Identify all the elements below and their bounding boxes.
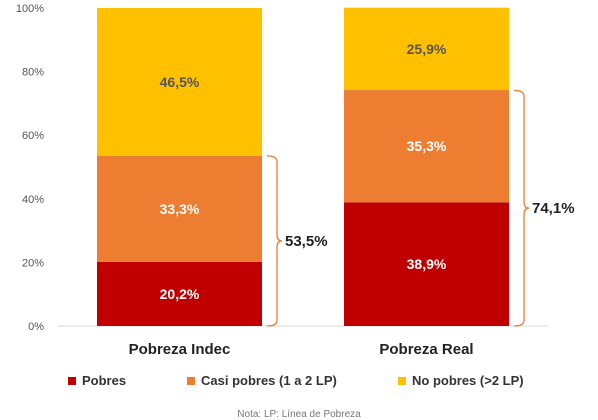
y-tick-label: 20% xyxy=(22,257,44,269)
category-labels: Pobreza Indec Pobreza Real xyxy=(129,341,474,358)
data-label: 33,3% xyxy=(160,201,200,217)
category-label: Pobreza Real xyxy=(379,341,473,358)
legend-swatch xyxy=(187,376,195,385)
bar-segment xyxy=(344,202,509,326)
legend-swatch xyxy=(398,376,406,385)
data-label: 35,3% xyxy=(407,138,447,154)
data-labels: 20,2% 33,3% 46,5% 38,9% 35,3% 25,9% xyxy=(160,41,447,302)
bar-segment xyxy=(97,261,262,326)
total-label: 53,5% xyxy=(285,233,328,250)
bar-segment xyxy=(344,7,509,91)
data-label: 25,9% xyxy=(407,41,447,57)
legend: Pobres Casi pobres (1 a 2 LP) No pobres … xyxy=(0,373,598,393)
total-label: 74,1% xyxy=(532,200,575,217)
category-label: Pobreza Indec xyxy=(129,341,231,358)
total-brace xyxy=(513,89,530,327)
data-label: 38,9% xyxy=(407,256,447,272)
legend-label: No pobres (>2 LP) xyxy=(412,373,524,388)
total-braces: 53,5% 74,1% xyxy=(266,89,575,327)
legend-label: Pobres xyxy=(82,373,127,388)
legend-item-pobres: Pobres xyxy=(68,373,126,388)
data-label: 46,5% xyxy=(160,74,200,90)
footnote: Nota: LP: Línea de Pobreza xyxy=(237,409,361,420)
bar-segment xyxy=(97,155,262,262)
bar-segment xyxy=(97,8,262,156)
y-tick-label: 0% xyxy=(28,321,44,333)
stacked-bar-chart: 0% 20% 40% 60% 80% 100% 20,2% 33,3% 46,5% 38,9% 3… xyxy=(16,3,575,358)
legend-item-casi-pobres: Casi pobres (1 a 2 LP) xyxy=(187,373,337,388)
bars xyxy=(97,7,509,326)
y-tick-label: 100% xyxy=(16,3,44,15)
data-label: 20,2% xyxy=(160,286,200,302)
legend-item-no-pobres: No pobres (>2 LP) xyxy=(398,373,524,388)
bar-segment xyxy=(344,90,509,203)
y-tick-label: 40% xyxy=(22,194,44,206)
total-brace xyxy=(266,155,283,327)
legend-label: Casi pobres (1 a 2 LP) xyxy=(201,373,337,388)
y-tick-label: 60% xyxy=(22,130,44,142)
y-tick-label: 80% xyxy=(22,67,44,79)
legend-swatch xyxy=(68,376,76,385)
